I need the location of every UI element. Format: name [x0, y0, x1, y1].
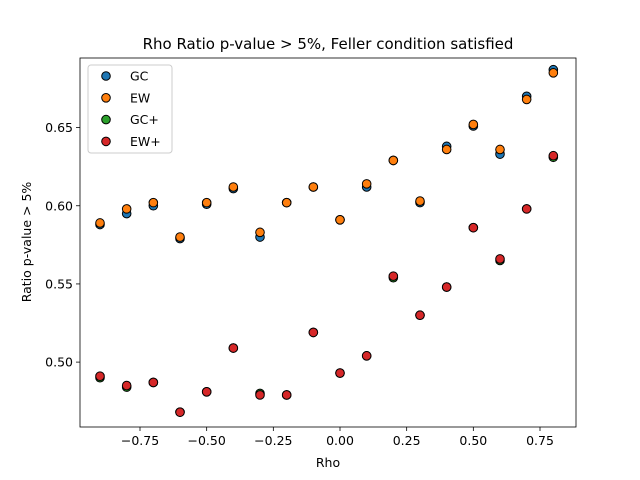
y-axis-ticks: 0.50 0.55 0.60 0.65 — [45, 120, 80, 370]
data-point — [175, 232, 185, 242]
data-point — [361, 351, 372, 361]
data-point — [335, 215, 345, 225]
x-tick-label: −0.25 — [254, 433, 292, 448]
legend-label: EW — [130, 90, 150, 105]
legend-marker — [101, 114, 111, 125]
x-tick-label: 0.50 — [459, 433, 487, 448]
x-tick-label: 0.75 — [526, 433, 554, 448]
x-axis-ticks: −0.75 −0.50 −0.25 0.00 0.25 0.50 0.75 — [121, 427, 554, 448]
data-point — [255, 390, 265, 400]
data-point — [468, 119, 479, 130]
x-tick-label: 0.00 — [326, 433, 354, 448]
data-point — [388, 271, 399, 281]
x-axis-label: Rho — [316, 455, 340, 470]
data-point — [201, 197, 212, 208]
data-point — [308, 327, 319, 338]
data-point — [308, 182, 319, 192]
axes-frame — [79, 57, 577, 428]
data-point — [388, 155, 399, 166]
y-tick-label: 0.55 — [45, 276, 73, 291]
data-point — [521, 94, 532, 105]
legend-marker — [101, 136, 111, 147]
data-point — [95, 371, 105, 381]
data-point — [255, 227, 265, 238]
data-point — [201, 387, 212, 397]
data-point — [441, 144, 452, 155]
data-point — [521, 204, 532, 214]
data-point — [468, 222, 479, 233]
y-tick-label: 0.65 — [45, 120, 73, 135]
data-point — [121, 204, 132, 214]
data-point — [495, 144, 505, 155]
data-point — [228, 182, 239, 192]
data-point — [175, 407, 185, 417]
x-tick-label: −0.50 — [188, 433, 226, 448]
legend-label: GC+ — [130, 112, 159, 127]
data-point — [281, 197, 292, 208]
data-point — [335, 368, 345, 378]
y-tick-label: 0.50 — [45, 355, 73, 370]
series-ew-plus — [95, 150, 559, 417]
data-point — [95, 218, 105, 228]
data-point — [495, 254, 505, 264]
data-point — [548, 150, 559, 161]
series-ew — [95, 68, 559, 242]
legend-box — [87, 64, 173, 154]
data-point — [148, 377, 159, 388]
data-points — [95, 64, 559, 417]
data-point — [548, 68, 559, 78]
data-point — [415, 310, 425, 321]
y-axis-label: Ratio p-value > 5% — [19, 182, 34, 303]
legend-label: GC — [130, 69, 149, 84]
x-tick-label: −0.75 — [121, 433, 159, 448]
data-point — [415, 196, 425, 206]
data-point — [121, 380, 132, 391]
x-tick-label: 0.25 — [393, 433, 421, 448]
data-point — [148, 197, 159, 208]
data-point — [361, 179, 372, 189]
data-point — [281, 390, 292, 400]
legend: GC EW GC+ EW+ — [87, 64, 173, 154]
legend-marker — [101, 93, 111, 103]
data-point — [441, 282, 452, 292]
legend-label: EW+ — [130, 134, 161, 149]
data-point — [228, 343, 239, 353]
chart-title: Rho Ratio p-value > 5%, Feller condition… — [143, 35, 514, 53]
legend-marker — [101, 71, 111, 81]
y-tick-label: 0.60 — [45, 198, 73, 213]
